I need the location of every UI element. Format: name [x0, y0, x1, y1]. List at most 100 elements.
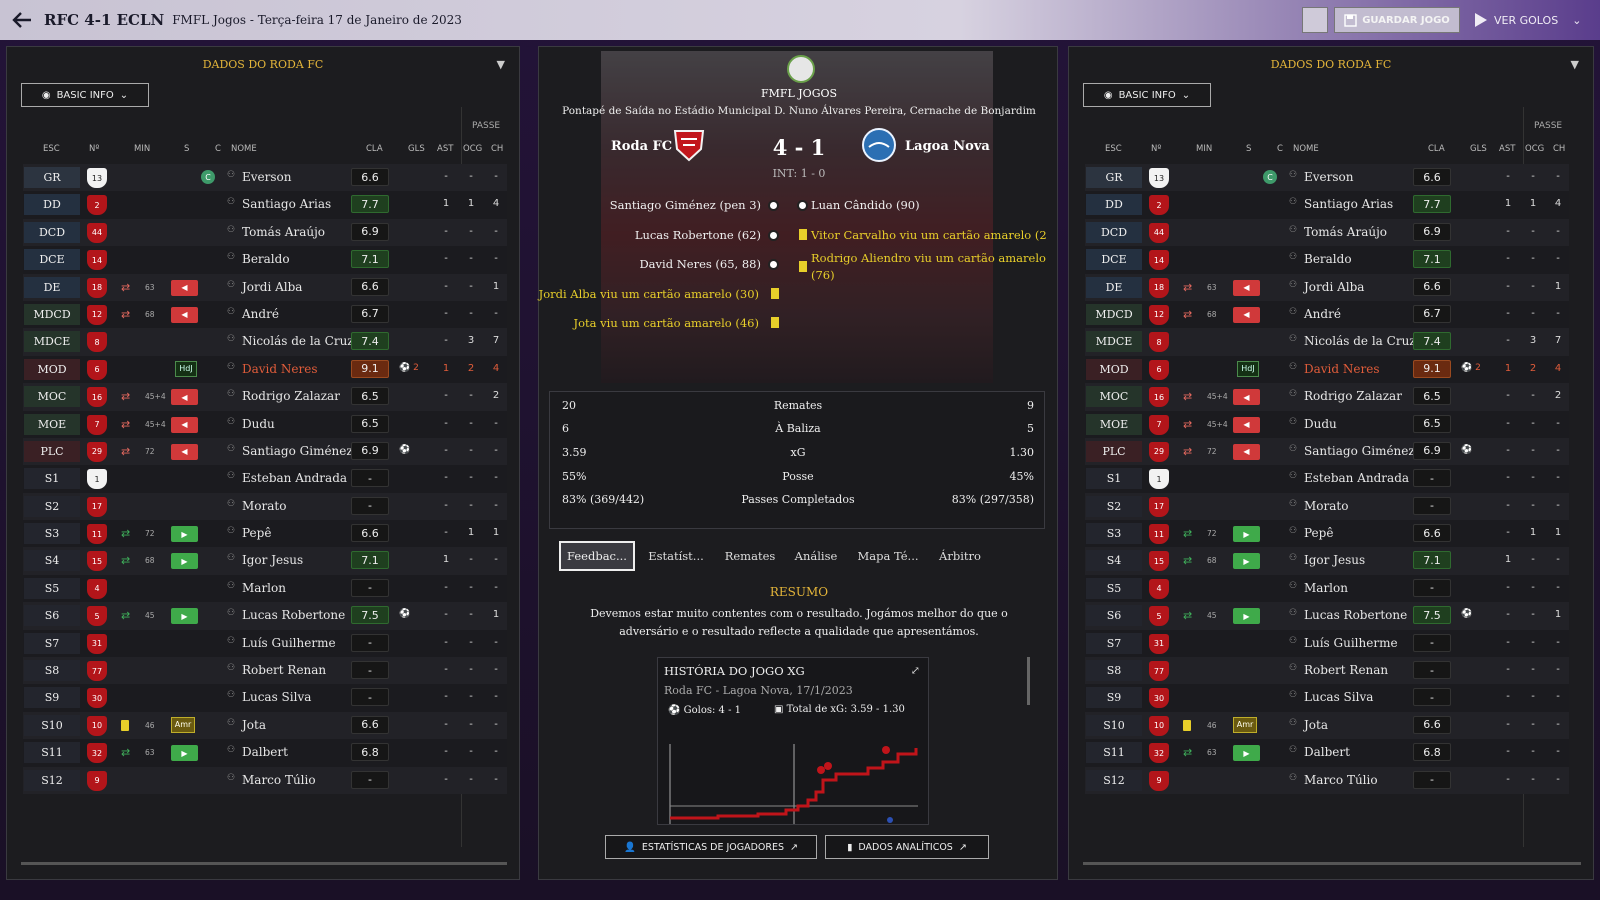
tab-estatisticas[interactable]: Estatíst... [648, 549, 704, 563]
substitution-button[interactable]: ◀ [1233, 416, 1260, 433]
col-cla[interactable]: CLA [366, 144, 383, 154]
player-name[interactable]: Igor Jesus [242, 553, 304, 568]
basic-info-dropdown[interactable]: ◉ BASIC INFO ⌄ [1083, 83, 1211, 107]
player-name[interactable]: Nicolás de la Cruz [1304, 334, 1416, 349]
save-game-button[interactable]: GUARDAR JOGO [1334, 7, 1460, 33]
vertical-scrollbar[interactable] [1027, 657, 1030, 705]
col-s[interactable]: S [184, 144, 190, 154]
player-name[interactable]: Jota [1304, 717, 1329, 732]
player-name[interactable]: Everson [1304, 170, 1354, 184]
col-c[interactable]: C [215, 144, 221, 154]
substitution-button[interactable]: ◀ [171, 306, 198, 323]
panel-chevron-down-icon[interactable]: ▼ [496, 58, 505, 71]
player-row[interactable]: GR 13 C ⚇ Everson 6.6 - - - [23, 164, 507, 192]
analytics-button[interactable]: ▮ DADOS ANALÍTICOS ↗ [825, 835, 989, 859]
substitution-button[interactable]: ◀ [1233, 306, 1260, 323]
col-num[interactable]: Nº [89, 144, 100, 154]
player-name[interactable]: Tomás Araújo [1304, 224, 1388, 239]
player-row[interactable]: S11 32 ⇄ 63 ▶ ⚇ Dalbert 6.8 - - - [1085, 739, 1569, 767]
player-name[interactable]: Igor Jesus [1304, 553, 1366, 568]
tab-feedback[interactable]: Feedbac... [559, 541, 635, 571]
player-row[interactable]: DE 18 ⇄ 63 ◀ ⚇ Jordi Alba 6.6 - - 1 [23, 273, 507, 301]
col-ocg[interactable]: OCG [463, 144, 483, 154]
player-name[interactable]: Tomás Araújo [242, 224, 326, 239]
player-row[interactable]: MDCD 12 ⇄ 68 ◀ ⚇ André 6.7 - - - [23, 300, 507, 329]
player-row[interactable]: MDCE 8 ⚇ Nicolás de la Cruz 7.4 - 3 7 [23, 328, 507, 356]
player-name[interactable]: Jordi Alba [1304, 279, 1365, 294]
col-ocg[interactable]: OCG [1525, 144, 1545, 154]
substitution-button[interactable]: ◀ [1233, 443, 1260, 460]
blank-square-button[interactable] [1302, 7, 1328, 33]
substitution-button[interactable]: ◀ [171, 279, 198, 296]
player-name[interactable]: Morato [242, 498, 287, 513]
player-name[interactable]: Luís Guilherme [242, 635, 336, 650]
player-name[interactable]: Rodrigo Zalazar [242, 389, 340, 404]
away-crest-icon[interactable] [861, 127, 897, 163]
col-esc[interactable]: ESC [1105, 144, 1122, 154]
col-gls[interactable]: GLS [1470, 144, 1487, 154]
player-row[interactable]: S5 4 ⚇ Marlon - - - - [1085, 574, 1569, 603]
col-ch[interactable]: CH [491, 144, 504, 154]
player-name[interactable]: Nicolás de la Cruz [242, 334, 354, 349]
substitution-button[interactable]: ▶ [1233, 553, 1260, 570]
player-name[interactable]: Rodrigo Zalazar [1304, 389, 1402, 404]
chevron-down-icon[interactable]: ⌄ [1572, 13, 1582, 27]
player-row[interactable]: S6 5 ⇄ 45 ▶ ⚇ Lucas Robertone 7.5 ⚽ - - 1 [23, 602, 507, 630]
substitution-button[interactable]: ◀ [171, 443, 198, 460]
player-row[interactable]: MOE 7 ⇄ 45+4 ◀ ⚇ Dudu 6.5 - - - [1085, 410, 1569, 438]
col-esc[interactable]: ESC [43, 144, 60, 154]
player-name[interactable]: Lucas Robertone [242, 608, 346, 623]
basic-info-dropdown[interactable]: ◉ BASIC INFO ⌄ [21, 83, 149, 107]
player-name[interactable]: Lucas Silva [242, 690, 312, 705]
player-name[interactable]: Pepê [242, 526, 272, 541]
player-row[interactable]: S6 5 ⇄ 45 ▶ ⚇ Lucas Robertone 7.5 ⚽ - - 1 [1085, 602, 1569, 630]
player-row[interactable]: S8 77 ⚇ Robert Renan - - - - [1085, 657, 1569, 685]
player-name[interactable]: André [1304, 306, 1341, 321]
player-row[interactable]: S7 31 ⚇ Luís Guilherme - - - - [1085, 629, 1569, 658]
player-row[interactable]: S4 15 ⇄ 68 ▶ ⚇ Igor Jesus 7.1 1 - - [1085, 547, 1569, 575]
expand-icon[interactable]: ⤢ [910, 664, 920, 677]
player-row[interactable]: DD 2 ⚇ Santiago Arias 7.7 1 1 4 [1085, 191, 1569, 219]
substitution-button[interactable]: ◀ [171, 389, 198, 406]
player-row[interactable]: S5 4 ⚇ Marlon - - - - [23, 574, 507, 603]
player-name[interactable]: David Neres [1304, 361, 1380, 376]
player-row[interactable]: MOD 6 HdJ ⚇ David Neres 9.1 ⚽ 2 1 2 4 [23, 355, 507, 384]
tab-remates[interactable]: Remates [724, 549, 776, 563]
player-name[interactable]: Dudu [1304, 416, 1337, 431]
view-goals-button[interactable]: VER GOLOS ⌄ [1474, 8, 1581, 32]
player-row[interactable]: S1 1 ⚇ Esteban Andrada - - - - [1085, 465, 1569, 493]
substitution-button[interactable]: ▶ [171, 553, 198, 570]
player-name[interactable]: Esteban Andrada [1304, 471, 1410, 486]
player-row[interactable]: PLC 29 ⇄ 72 ◀ ⚇ Santiago Giménez 6.9 ⚽ - - - [23, 437, 507, 466]
col-nome[interactable]: NOME [1293, 144, 1319, 154]
away-team-name[interactable]: Lagoa Nova [905, 139, 990, 154]
player-row[interactable]: S10 10 46 Amr ⚇ Jota 6.6 - - - [23, 711, 507, 740]
substitution-button[interactable]: ▶ [1233, 608, 1260, 625]
player-row[interactable]: S9 30 ⚇ Lucas Silva - - - - [1085, 684, 1569, 712]
player-name[interactable]: Dudu [242, 416, 275, 431]
substitution-button[interactable]: ◀ [1233, 279, 1260, 296]
player-name[interactable]: Jota [242, 717, 267, 732]
player-row[interactable]: MOD 6 HdJ ⚇ David Neres 9.1 ⚽ 2 1 2 4 [1085, 355, 1569, 384]
player-name[interactable]: Everson [242, 170, 292, 184]
xg-history-widget[interactable]: HISTÓRIA DO JOGO XG ⤢ Roda FC - Lagoa No… [657, 657, 929, 825]
player-stats-button[interactable]: 👤 ESTATÍSTICAS DE JOGADORES ↗ [605, 835, 817, 859]
player-row[interactable]: DD 2 ⚇ Santiago Arias 7.7 1 1 4 [23, 191, 507, 219]
substitution-button[interactable]: ◀ [171, 416, 198, 433]
player-row[interactable]: DCD 44 ⚇ Tomás Araújo 6.9 - - - [23, 218, 507, 247]
player-name[interactable]: Dalbert [242, 745, 288, 760]
substitution-button[interactable]: ◀ [1233, 389, 1260, 406]
col-gls[interactable]: GLS [408, 144, 425, 154]
col-min[interactable]: MIN [1196, 144, 1213, 154]
col-min[interactable]: MIN [134, 144, 151, 154]
player-row[interactable]: S8 77 ⚇ Robert Renan - - - - [23, 657, 507, 685]
player-name[interactable]: Santiago Arias [242, 197, 332, 212]
player-name[interactable]: Esteban Andrada [242, 471, 348, 486]
col-s[interactable]: S [1246, 144, 1252, 154]
substitution-button[interactable]: ▶ [171, 745, 198, 762]
player-name[interactable]: Robert Renan [242, 663, 327, 678]
player-name[interactable]: Marco Túlio [1304, 772, 1378, 787]
player-row[interactable]: DCD 44 ⚇ Tomás Araújo 6.9 - - - [1085, 218, 1569, 247]
player-row[interactable]: GR 13 C ⚇ Everson 6.6 - - - [1085, 164, 1569, 192]
substitution-button[interactable]: ▶ [1233, 526, 1260, 543]
